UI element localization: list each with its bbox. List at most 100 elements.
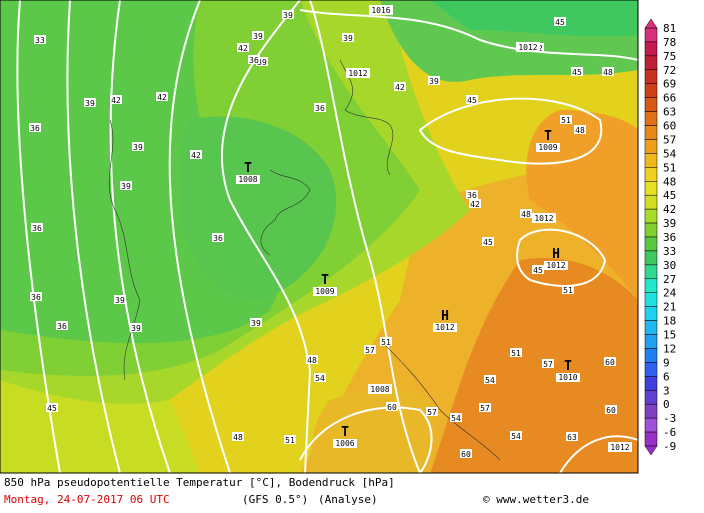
colorbar-swatch: [644, 125, 658, 140]
contour-label: 39: [257, 58, 267, 67]
contour-label: 39: [429, 77, 439, 86]
contour-label: 51: [381, 338, 391, 347]
label-bg: [31, 223, 43, 232]
label-bg: [532, 213, 556, 223]
label-bg: [252, 31, 264, 40]
contour-label-box: 60: [605, 405, 617, 415]
contour-label-box: 57: [364, 345, 376, 355]
colorbar-swatch: [644, 41, 658, 57]
colorbar-label: 54: [663, 147, 677, 160]
contour-label-box: 51: [562, 285, 574, 295]
contour-label: 54: [485, 376, 495, 385]
contour-label: 60: [387, 403, 397, 412]
contour-label-box: 36: [30, 292, 42, 302]
label-bg: [602, 67, 614, 76]
center-symbol: H: [552, 247, 560, 262]
colorbar-swatch: [644, 139, 658, 154]
footer-date: Montag, 24-07-2017 06 UTC: [4, 493, 170, 506]
center-symbol: T: [321, 273, 329, 288]
contour-label: 54: [315, 374, 325, 383]
contour-label: 48: [603, 68, 613, 77]
label-bg: [313, 287, 337, 296]
contour-label-box: 39: [130, 323, 142, 333]
contour-label: 45: [572, 68, 582, 77]
label-bg: [284, 435, 296, 444]
label-bg: [566, 432, 578, 441]
contour-label: 60: [605, 358, 615, 367]
colorbar-label: 21: [663, 301, 676, 314]
coastlines: [108, 59, 501, 461]
contour-label-box: 39: [282, 10, 294, 20]
contour-label: 42: [191, 151, 201, 160]
label-bg: [386, 402, 398, 411]
colorbar-label: 72: [663, 64, 676, 77]
label-bg: [314, 373, 326, 382]
contour-label-box: 57: [426, 407, 438, 417]
contour-label: 48: [575, 126, 585, 135]
label-bg: [542, 359, 554, 368]
colorbar-swatch: [644, 362, 658, 377]
colorbar-swatch: [644, 320, 658, 335]
colorbar-swatch: [644, 153, 658, 168]
center-symbol: T: [341, 425, 349, 440]
colorbar-swatch: [644, 431, 658, 447]
colorbar-label: 33: [663, 245, 676, 258]
contour-label-box: 60: [604, 357, 616, 367]
label-bg: [30, 292, 42, 301]
contour-label: 42: [238, 44, 248, 53]
contour-label: 60: [461, 450, 471, 459]
contour-label-box: 39: [428, 76, 440, 86]
isobar-label: 1012: [348, 69, 367, 78]
label-bg: [130, 323, 142, 332]
contour-label-box: 54: [510, 431, 522, 441]
colorbar-label: 66: [663, 92, 676, 105]
footer-credit: © www.wetter3.de: [483, 493, 589, 506]
contour-label-box: 45: [482, 237, 494, 247]
contour-label: 36: [31, 293, 41, 302]
contour-label-box: 39: [250, 318, 262, 328]
center-value: 1009: [315, 287, 334, 296]
label-bg: [450, 413, 462, 422]
contour-label: 57: [427, 408, 437, 417]
contour-label-box: 54: [450, 413, 462, 423]
isobar-label: 1012: [610, 443, 629, 452]
contour-label-box: 36: [56, 321, 68, 331]
colorbar-swatch: [644, 69, 658, 84]
label-bg: [380, 337, 392, 346]
label-bg: [520, 209, 532, 218]
isobars: [16, 0, 639, 474]
contour-label-box: 54: [314, 373, 326, 383]
colorbar-swatch: [644, 334, 658, 349]
label-bg: [466, 190, 478, 199]
colorbar-label: 0: [663, 398, 670, 411]
label-bg: [469, 199, 481, 208]
contour-label: 45: [555, 18, 565, 27]
contour-label-box: 45: [466, 95, 478, 105]
label-bg: [120, 181, 132, 190]
contour-label-box: 39: [256, 57, 268, 67]
contour-label: 45: [483, 238, 493, 247]
colorbar-label: 27: [663, 273, 676, 286]
colorbar-swatch: [644, 417, 658, 433]
label-bg: [364, 345, 376, 354]
center-value: 1012: [435, 323, 454, 332]
center-value: 1006: [335, 439, 354, 448]
colorbar-label: 15: [663, 329, 676, 342]
contour-label: 51: [561, 116, 571, 125]
contour-label: 42: [157, 93, 167, 102]
colorbar-swatch: [644, 292, 658, 307]
colorbar-cap: [644, 18, 658, 29]
colorbar-label: 75: [663, 50, 676, 63]
colorbar-cap: [644, 445, 658, 456]
colorbar-label: 69: [663, 78, 676, 91]
contour-label-box: 42: [394, 82, 406, 92]
colorbar-swatch: [644, 264, 658, 280]
contour-label: 54: [451, 414, 461, 423]
field: [0, 0, 638, 473]
colorbar-label: 81: [663, 22, 676, 35]
contour-label-box: 39: [120, 181, 132, 191]
isobar-label: 1008: [370, 385, 389, 394]
contour-label: 42: [470, 200, 480, 209]
